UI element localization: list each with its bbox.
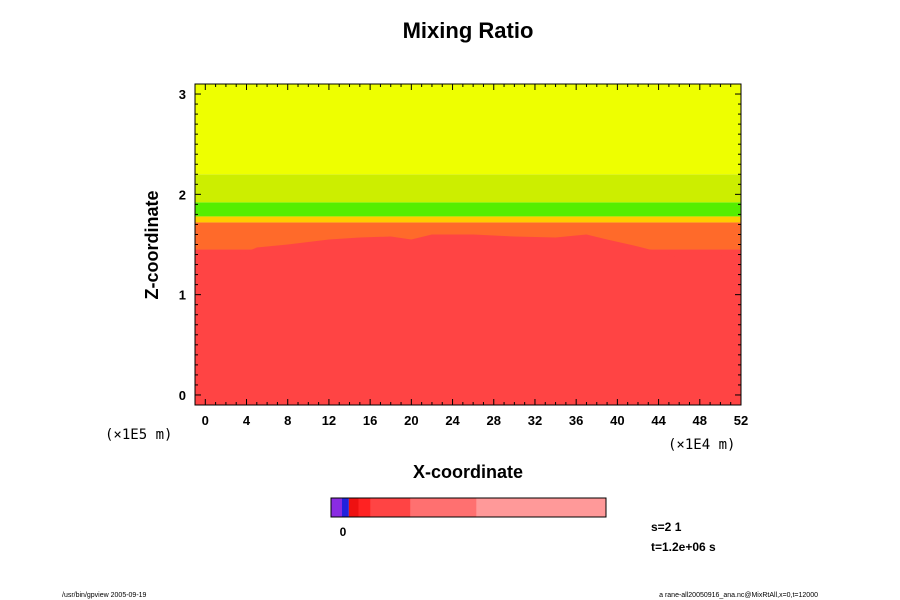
x-tick-labels: 0 4 8 12 16 20 24 28 32 36 40 44 48 52 — [202, 413, 749, 428]
y-axis-label: Z-coordinate — [142, 190, 162, 299]
y-unit-label: (×1E5 m) — [105, 427, 172, 443]
y-tick-label: 2 — [179, 187, 186, 202]
y-tick-label: 1 — [179, 288, 186, 303]
x-tick-label: 4 — [243, 413, 251, 428]
x-tick-label: 20 — [404, 413, 418, 428]
colorbar-segment-5 — [410, 498, 477, 517]
y-tick-label: 0 — [179, 388, 186, 403]
x-tick-label: 16 — [363, 413, 377, 428]
footer-right: a rane-all20050916_ana.nc@MixRtAll,x=0,t… — [659, 592, 818, 599]
field-layer-2 — [195, 216, 741, 223]
plot-area — [195, 84, 741, 405]
colorbar-segment-0 — [331, 498, 342, 517]
footer-left: /usr/bin/gpview 2005-09-19 — [62, 592, 147, 599]
colorbar-segment-6 — [476, 498, 606, 517]
field-layer-4 — [195, 174, 741, 203]
x-tick-label: 32 — [528, 413, 542, 428]
colorbar-frame — [330, 497, 607, 518]
x-axis-label: X-coordinate — [413, 462, 523, 482]
time-label: t=1.2e+06 s — [651, 540, 716, 554]
y-tick-label: 3 — [179, 87, 186, 102]
colorbar — [331, 498, 606, 517]
y-tick-labels: 0 1 2 3 — [179, 87, 186, 403]
colorbar-segment-2 — [348, 498, 359, 517]
x-tick-label: 8 — [284, 413, 291, 428]
colorbar-segment-1 — [342, 498, 349, 517]
mixing-interface — [195, 234, 741, 405]
x-tick-label: 28 — [487, 413, 501, 428]
colorbar-segment-3 — [358, 498, 371, 517]
x-unit-label: (×1E4 m) — [668, 437, 735, 453]
x-tick-label: 24 — [445, 413, 460, 428]
x-tick-label: 48 — [693, 413, 707, 428]
x-tick-label: 40 — [610, 413, 624, 428]
x-tick-label: 0 — [202, 413, 209, 428]
s-label: s=2 1 — [651, 520, 682, 534]
axis-ticks — [195, 83, 742, 405]
field-layer-5 — [195, 84, 741, 175]
colorbar-label: 0 — [340, 525, 347, 539]
x-tick-label: 44 — [651, 413, 666, 428]
colorbar-segment-4 — [370, 498, 411, 517]
x-tick-label: 52 — [734, 413, 748, 428]
x-tick-label: 36 — [569, 413, 583, 428]
x-tick-label: 12 — [322, 413, 336, 428]
chart-title: Mixing Ratio — [403, 18, 534, 43]
field-layer-3 — [195, 202, 741, 217]
